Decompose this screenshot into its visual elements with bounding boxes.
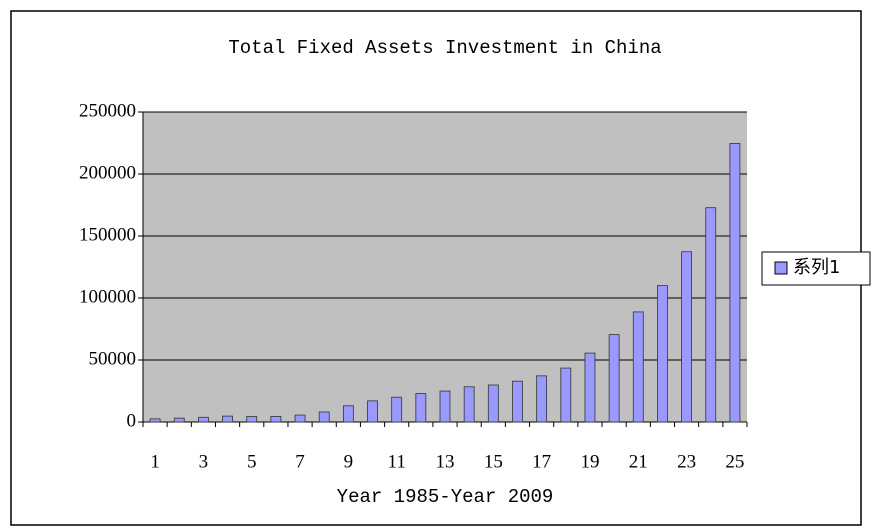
- bar: [439, 390, 451, 423]
- bar: [222, 415, 233, 423]
- x-tick-label: 1: [150, 451, 160, 472]
- y-tick-label: 0: [127, 410, 137, 431]
- y-tick-label: 250000: [79, 100, 136, 121]
- bar: [463, 386, 475, 423]
- y-tick-label: 100000: [79, 286, 136, 307]
- chart-title: Total Fixed Assets Investment in China: [228, 37, 661, 59]
- bar: [512, 380, 523, 423]
- x-tick-label: 9: [344, 451, 354, 472]
- bar: [149, 418, 161, 423]
- bar: [246, 416, 258, 423]
- bar: [681, 251, 692, 423]
- x-tick-label: 19: [580, 451, 599, 472]
- x-tick-label: 11: [388, 451, 406, 472]
- x-tick-label: 7: [295, 451, 305, 472]
- bar: [391, 396, 403, 423]
- x-tick-label: 23: [677, 451, 696, 472]
- y-tick-label: 150000: [79, 224, 136, 245]
- bar: [487, 384, 499, 423]
- bar: [342, 405, 354, 423]
- bar: [729, 143, 741, 423]
- y-tick-label: 200000: [79, 162, 136, 183]
- x-tick-label: 13: [436, 451, 455, 472]
- bar: [294, 414, 306, 423]
- x-tick-label: 21: [629, 451, 648, 472]
- x-tick-label: 3: [199, 451, 209, 472]
- bar: [632, 311, 644, 423]
- x-tick-label: 5: [247, 451, 257, 472]
- x-tick-label: 15: [484, 451, 503, 472]
- x-tick-label: 17: [532, 451, 551, 472]
- bar: [584, 352, 596, 423]
- bar: [536, 375, 548, 423]
- bar: [657, 285, 668, 423]
- bar: [173, 417, 185, 423]
- bar: [318, 411, 330, 423]
- bar: [197, 416, 209, 423]
- bar: [608, 334, 620, 423]
- plot-area: [143, 112, 747, 422]
- bar: [270, 415, 282, 423]
- x-tick-label: 25: [725, 451, 744, 472]
- legend-swatch: [774, 261, 788, 275]
- x-axis-title: Year 1985-Year 2009: [337, 486, 554, 508]
- legend-label: 系列1: [793, 257, 840, 278]
- y-tick-label: 50000: [89, 348, 137, 369]
- bar: [367, 400, 378, 423]
- bar: [705, 207, 717, 423]
- bar: [415, 393, 427, 423]
- bar: [560, 367, 572, 423]
